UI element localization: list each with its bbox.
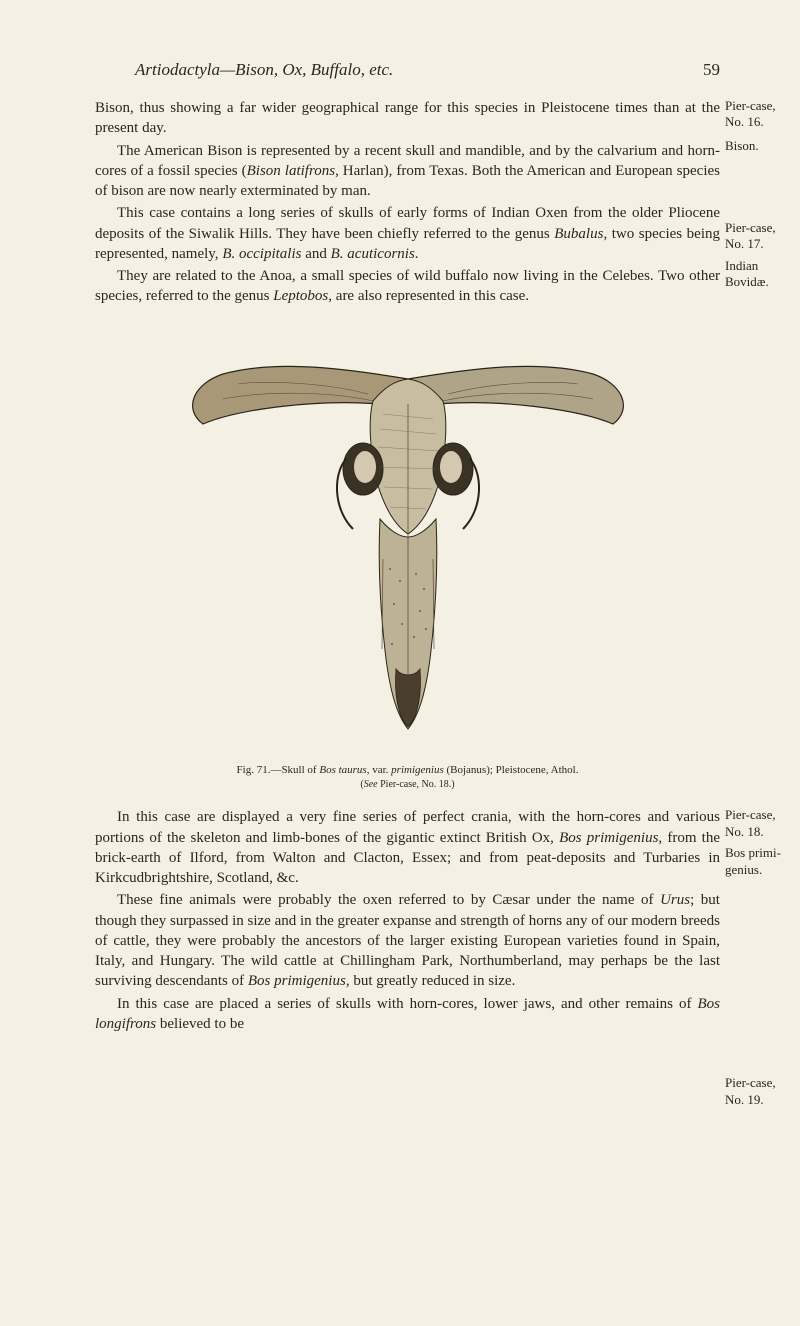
skull-illustration xyxy=(168,319,648,749)
paragraph-2: The American Bison is represented by a r… xyxy=(95,141,720,202)
figure-caption-sub: (See Pier-case, No. 18.) xyxy=(360,779,454,790)
margin-note-pier17: Pier-case, No. 17. xyxy=(725,220,795,253)
page-number: 59 xyxy=(703,60,720,80)
paragraph-3: This case contains a long series of skul… xyxy=(95,203,720,264)
header-title: Artiodactyla—Bison, Ox, Buffalo, etc. xyxy=(135,60,393,80)
paragraph-5: In this case are displayed a very fine s… xyxy=(95,807,720,888)
paragraph-6: These fine animals were probably the oxe… xyxy=(95,890,720,991)
margin-note-pier19: Pier-case, No. 19. xyxy=(725,1075,795,1108)
skull-figure xyxy=(95,319,720,755)
margin-note-pier16: Pier-case, No. 16. xyxy=(725,98,795,131)
margin-note-indian-bovidae: Indian Bovidæ. xyxy=(725,258,795,291)
margin-note-bos-primigenius: Bos primi- genius. xyxy=(725,845,795,878)
margin-note-pier18: Pier-case, No. 18. xyxy=(725,807,795,840)
paragraph-7: In this case are placed a series of skul… xyxy=(95,994,720,1035)
paragraph-4: They are related to the Anoa, a small sp… xyxy=(95,266,720,307)
margin-note-bison: Bison. xyxy=(725,138,795,154)
page-header: Artiodactyla—Bison, Ox, Buffalo, etc. 59 xyxy=(95,60,720,80)
figure-caption: Fig. 71.—Skull of Bos taurus, var. primi… xyxy=(95,763,720,792)
body-text-block: Pier-case, No. 16. Bison. Pier-case, No.… xyxy=(95,98,720,1034)
paragraph-1: Bison, thus showing a far wider geograph… xyxy=(95,98,720,139)
